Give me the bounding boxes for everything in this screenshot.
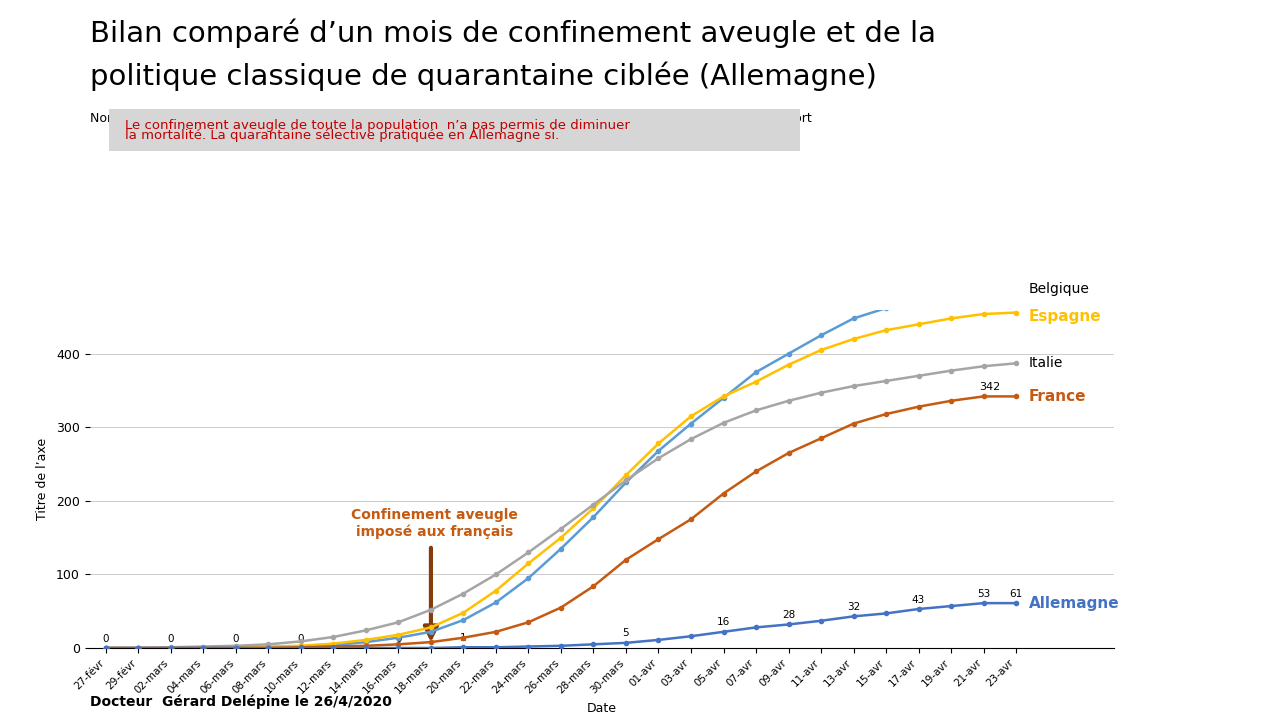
Text: France: France bbox=[1029, 389, 1087, 404]
Text: Espagne: Espagne bbox=[1029, 309, 1102, 324]
Text: 0: 0 bbox=[396, 634, 402, 644]
Text: politique classique de quarantaine ciblée (Allemagne): politique classique de quarantaine ciblé… bbox=[90, 61, 877, 91]
Y-axis label: Titre de l’axe: Titre de l’axe bbox=[36, 438, 49, 520]
Text: la mortalité. La quarantaine sélective pratiquée en Allemagne si.: la mortalité. La quarantaine sélective p… bbox=[125, 129, 559, 142]
Text: Bilan comparé d’un mois de confinement aveugle et de la: Bilan comparé d’un mois de confinement a… bbox=[90, 18, 936, 48]
Text: Docteur  Gérard Delépine le 26/4/2020: Docteur Gérard Delépine le 26/4/2020 bbox=[90, 695, 392, 709]
Text: 32: 32 bbox=[847, 602, 860, 612]
Text: 43: 43 bbox=[911, 595, 925, 605]
Text: Le confinement aveugle de toute la population  n’a pas permis de diminuer: Le confinement aveugle de toute la popul… bbox=[125, 119, 630, 132]
Text: Italie: Italie bbox=[1029, 356, 1064, 370]
Text: 0: 0 bbox=[102, 634, 109, 644]
Text: 5: 5 bbox=[622, 629, 630, 639]
X-axis label: Date: Date bbox=[586, 703, 617, 716]
Text: 342: 342 bbox=[979, 382, 1001, 392]
Text: 16: 16 bbox=[717, 618, 730, 627]
Text: Confinement aveugle
imposé aux français: Confinement aveugle imposé aux français bbox=[351, 508, 517, 539]
Text: 0: 0 bbox=[298, 634, 305, 644]
Text: 28: 28 bbox=[782, 610, 795, 620]
Text: 0: 0 bbox=[168, 634, 174, 644]
Text: Nombre de décès par million d’habitants: Nombre de décès par million d’habitants bbox=[90, 112, 346, 125]
Text: 53: 53 bbox=[977, 589, 991, 599]
Text: 61: 61 bbox=[1010, 589, 1023, 599]
Text: Belgique: Belgique bbox=[1029, 282, 1091, 296]
Text: 0: 0 bbox=[233, 634, 239, 644]
Text: Source OMS :  Coronavirus disease 2019 (COVID-19) Situation Report: Source OMS : Coronavirus disease 2019 (C… bbox=[378, 112, 812, 125]
Text: 1: 1 bbox=[460, 633, 467, 643]
Text: Allemagne: Allemagne bbox=[1029, 595, 1120, 611]
